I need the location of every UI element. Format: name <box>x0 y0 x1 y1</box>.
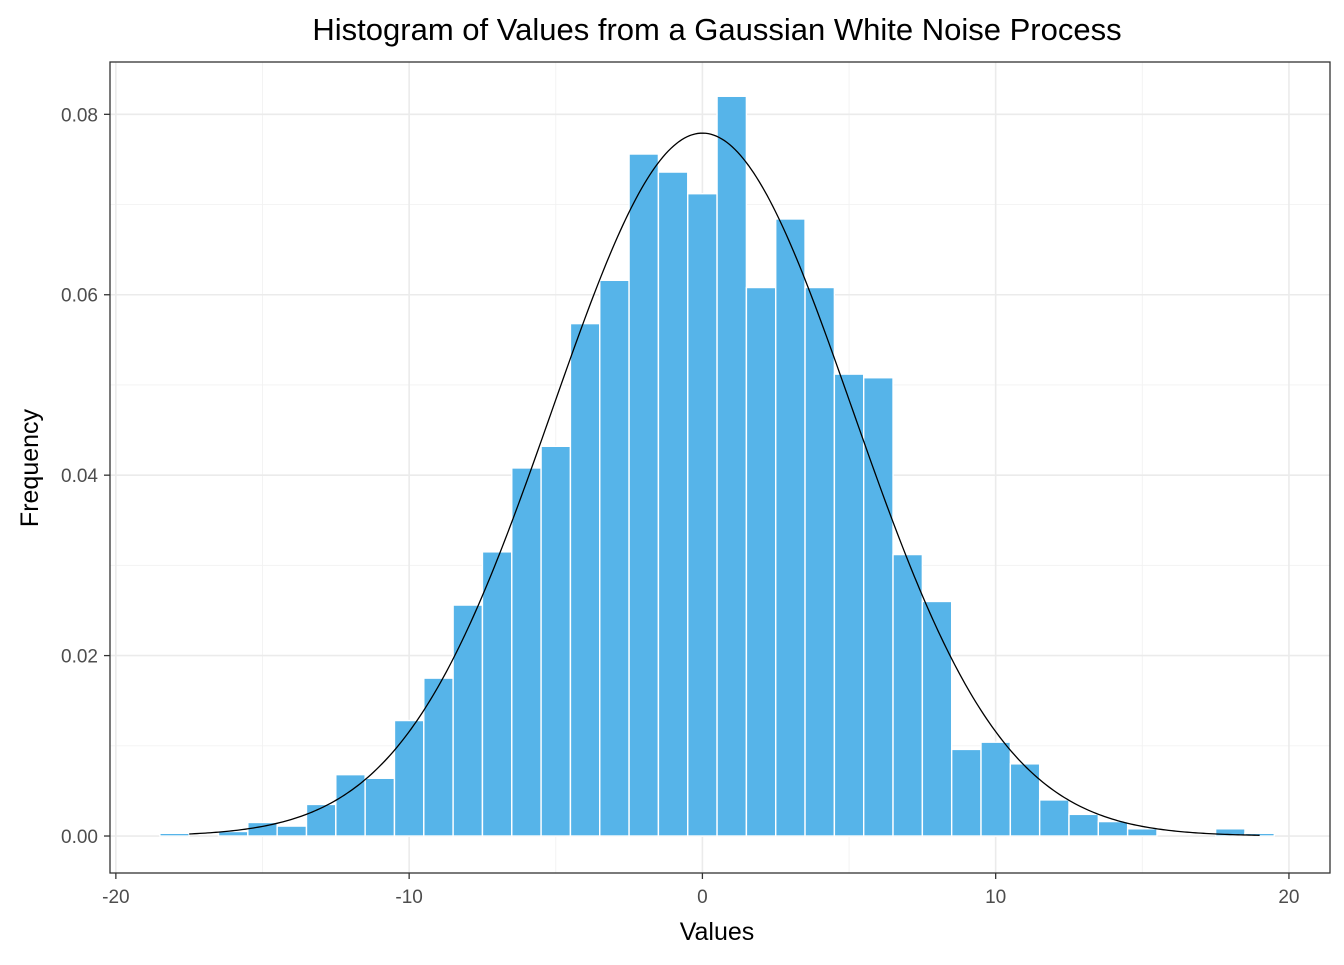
histogram-bar <box>276 825 308 837</box>
histogram-bar <box>1214 828 1246 837</box>
y-tick-label: 0.06 <box>61 286 98 307</box>
histogram-bar <box>393 719 425 837</box>
x-tick-label: 20 <box>1278 887 1299 908</box>
histogram-bar <box>1038 799 1070 837</box>
chart-title: Histogram of Values from a Gaussian Whit… <box>312 12 1121 47</box>
x-axis-ticks: -20 -10 0 10 20 <box>102 873 1300 908</box>
histogram-bar <box>716 95 748 837</box>
panel-border <box>109 61 1331 874</box>
histogram-bar <box>305 803 337 837</box>
x-tick-label: 10 <box>985 887 1006 908</box>
histogram-bar <box>804 286 836 837</box>
x-axis-title: Values <box>680 918 755 946</box>
histogram-bar <box>481 551 513 837</box>
histogram-bar <box>950 748 982 837</box>
y-axis-title: Frequency <box>16 408 44 527</box>
y-tick-label: 0.02 <box>61 647 98 668</box>
histogram-bar <box>921 600 953 837</box>
y-axis-ticks: 0.00 0.02 0.04 0.06 0.08 <box>61 105 110 848</box>
histogram-bar <box>833 373 865 837</box>
histogram-bar <box>540 445 572 837</box>
x-tick-label: -10 <box>395 887 422 908</box>
histogram-bar <box>1009 763 1041 837</box>
histogram-bar <box>980 741 1012 837</box>
histogram-bar <box>1097 820 1129 837</box>
y-tick-label: 0.04 <box>61 466 98 487</box>
histogram-bar <box>687 193 718 837</box>
histogram-bar <box>599 279 630 837</box>
histogram-bar <box>452 604 484 837</box>
histogram-bar <box>569 322 601 837</box>
x-tick-label: 0 <box>697 887 708 908</box>
histogram-bar <box>863 377 894 837</box>
histogram-bar <box>628 153 660 837</box>
histogram-bar <box>745 286 777 837</box>
histogram-bar <box>775 218 806 837</box>
x-tick-label: -20 <box>102 887 129 908</box>
y-tick-label: 0.00 <box>61 827 98 848</box>
histogram-bar <box>892 553 924 837</box>
histogram-bars <box>159 95 1275 837</box>
histogram-bar <box>159 832 190 837</box>
histogram-bar <box>1126 828 1158 837</box>
histogram-bar <box>511 467 542 837</box>
histogram-bar <box>423 677 454 837</box>
histogram-bar <box>1068 813 1100 837</box>
histogram-bar <box>657 171 689 837</box>
density-curve <box>189 132 1260 836</box>
y-tick-label: 0.08 <box>61 105 98 126</box>
histogram-bar <box>364 777 396 837</box>
